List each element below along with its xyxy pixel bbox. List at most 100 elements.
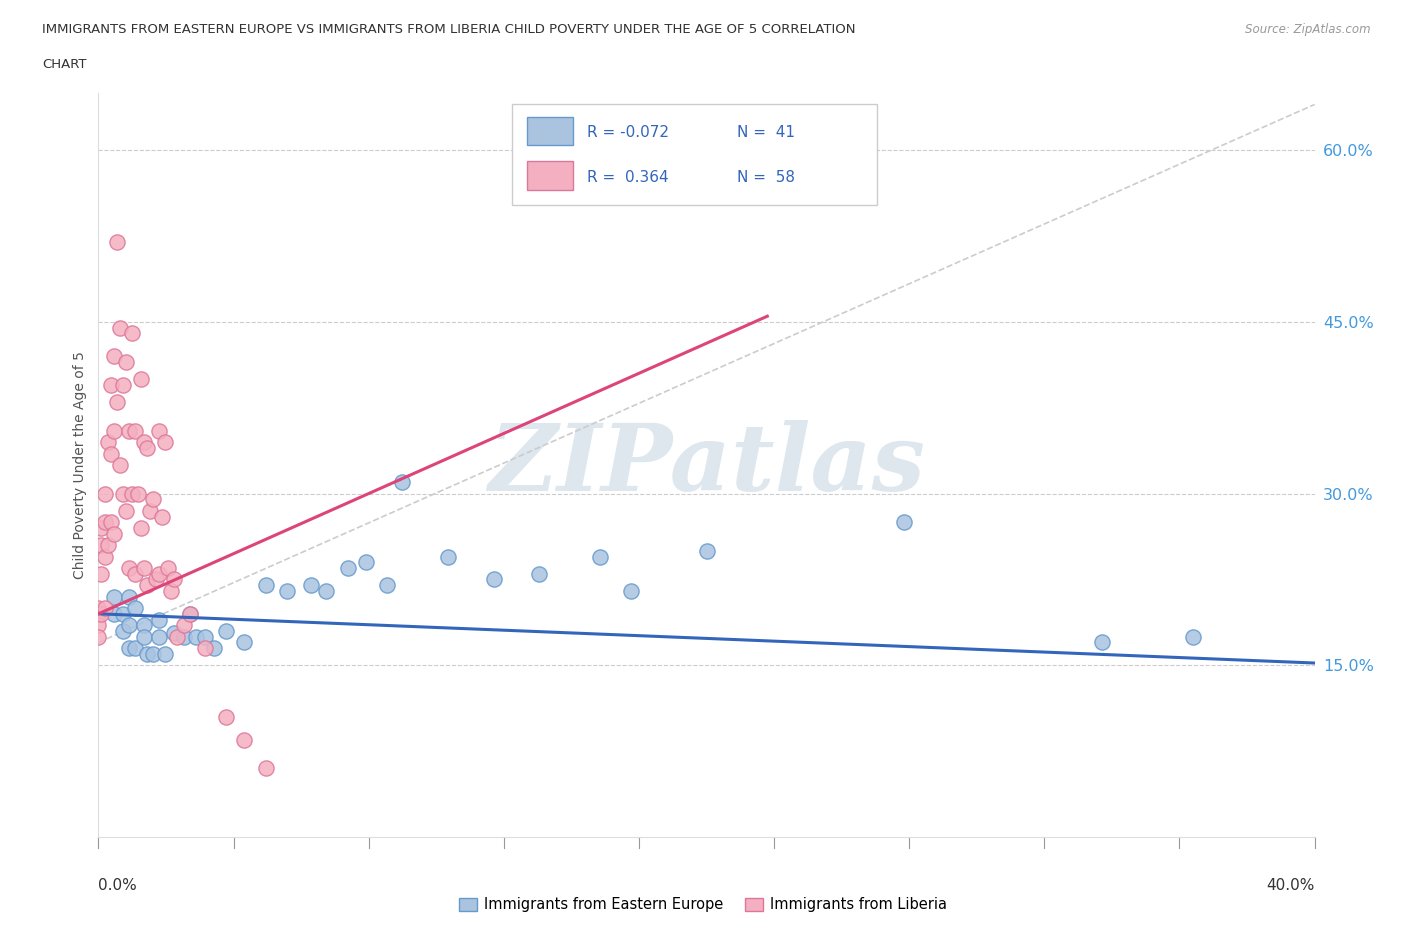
Point bbox=[437, 549, 460, 564]
Point bbox=[173, 630, 195, 644]
Point bbox=[111, 606, 134, 621]
Point bbox=[482, 572, 505, 587]
Point bbox=[202, 641, 225, 656]
Point bbox=[148, 612, 170, 627]
Point bbox=[124, 566, 146, 581]
Point bbox=[87, 606, 110, 621]
Text: 40.0%: 40.0% bbox=[1267, 878, 1315, 893]
Point bbox=[124, 423, 146, 438]
Point bbox=[96, 434, 118, 449]
Point bbox=[184, 630, 207, 644]
Point bbox=[136, 646, 159, 661]
Point bbox=[118, 561, 141, 576]
Point bbox=[118, 423, 141, 438]
Point bbox=[111, 623, 134, 638]
Point bbox=[96, 538, 118, 552]
Text: R = -0.072: R = -0.072 bbox=[588, 125, 669, 140]
Point bbox=[100, 378, 122, 392]
Point bbox=[111, 378, 134, 392]
Point bbox=[124, 601, 146, 616]
Point bbox=[391, 474, 413, 489]
Point bbox=[142, 492, 165, 507]
Point bbox=[136, 578, 159, 592]
Point bbox=[114, 503, 136, 518]
Text: N =  58: N = 58 bbox=[737, 169, 794, 184]
Point bbox=[90, 606, 112, 621]
Point bbox=[118, 641, 141, 656]
Point bbox=[93, 515, 115, 530]
Y-axis label: Child Poverty Under the Age of 5: Child Poverty Under the Age of 5 bbox=[73, 351, 87, 579]
Point bbox=[121, 326, 143, 340]
Point bbox=[90, 566, 112, 581]
FancyBboxPatch shape bbox=[526, 162, 572, 190]
Point bbox=[136, 441, 159, 456]
Point bbox=[108, 458, 131, 472]
Text: IMMIGRANTS FROM EASTERN EUROPE VS IMMIGRANTS FROM LIBERIA CHILD POVERTY UNDER TH: IMMIGRANTS FROM EASTERN EUROPE VS IMMIGR… bbox=[42, 23, 856, 36]
Point bbox=[215, 710, 238, 724]
Point bbox=[105, 394, 128, 409]
Point bbox=[173, 618, 195, 632]
Point bbox=[254, 578, 277, 592]
Point bbox=[233, 635, 256, 650]
Point bbox=[589, 549, 612, 564]
Point bbox=[127, 486, 149, 501]
Text: ZIPatlas: ZIPatlas bbox=[488, 420, 925, 510]
Point bbox=[163, 572, 186, 587]
Point bbox=[103, 606, 125, 621]
Point bbox=[893, 515, 915, 530]
Point bbox=[103, 423, 125, 438]
FancyBboxPatch shape bbox=[526, 117, 572, 145]
Point bbox=[194, 641, 217, 656]
Point bbox=[129, 372, 152, 387]
Point bbox=[157, 561, 180, 576]
Point bbox=[87, 630, 110, 644]
Point bbox=[132, 561, 155, 576]
Point bbox=[111, 486, 134, 501]
Point bbox=[100, 515, 122, 530]
FancyBboxPatch shape bbox=[512, 104, 877, 205]
Point bbox=[336, 561, 359, 576]
Point bbox=[103, 590, 125, 604]
Point bbox=[148, 630, 170, 644]
Text: R =  0.364: R = 0.364 bbox=[588, 169, 669, 184]
Point bbox=[619, 583, 641, 598]
Point bbox=[145, 572, 167, 587]
Point bbox=[529, 566, 551, 581]
Point bbox=[93, 486, 115, 501]
Point bbox=[90, 538, 112, 552]
Point bbox=[132, 630, 155, 644]
Point bbox=[163, 626, 186, 641]
Text: Source: ZipAtlas.com: Source: ZipAtlas.com bbox=[1246, 23, 1371, 36]
Point bbox=[93, 549, 115, 564]
Point bbox=[179, 606, 201, 621]
Point bbox=[103, 349, 125, 364]
Point bbox=[1091, 635, 1114, 650]
Point bbox=[139, 503, 162, 518]
Point bbox=[118, 590, 141, 604]
Point bbox=[375, 578, 398, 592]
Point bbox=[1182, 630, 1205, 644]
Point bbox=[103, 526, 125, 541]
Point bbox=[155, 434, 177, 449]
Point bbox=[254, 761, 277, 776]
Point bbox=[148, 423, 170, 438]
Point bbox=[108, 320, 131, 335]
Point bbox=[132, 434, 155, 449]
Point bbox=[105, 234, 128, 249]
Point bbox=[100, 446, 122, 461]
Point bbox=[299, 578, 322, 592]
Point bbox=[276, 583, 298, 598]
Point bbox=[233, 732, 256, 747]
Point bbox=[194, 630, 217, 644]
Point bbox=[118, 618, 141, 632]
Point bbox=[129, 521, 152, 536]
Point bbox=[124, 641, 146, 656]
Point bbox=[354, 555, 377, 570]
Point bbox=[121, 486, 143, 501]
Point bbox=[148, 566, 170, 581]
Point bbox=[315, 583, 337, 598]
Point bbox=[696, 543, 718, 558]
Point bbox=[87, 618, 110, 632]
Point bbox=[160, 583, 183, 598]
Point bbox=[132, 618, 155, 632]
